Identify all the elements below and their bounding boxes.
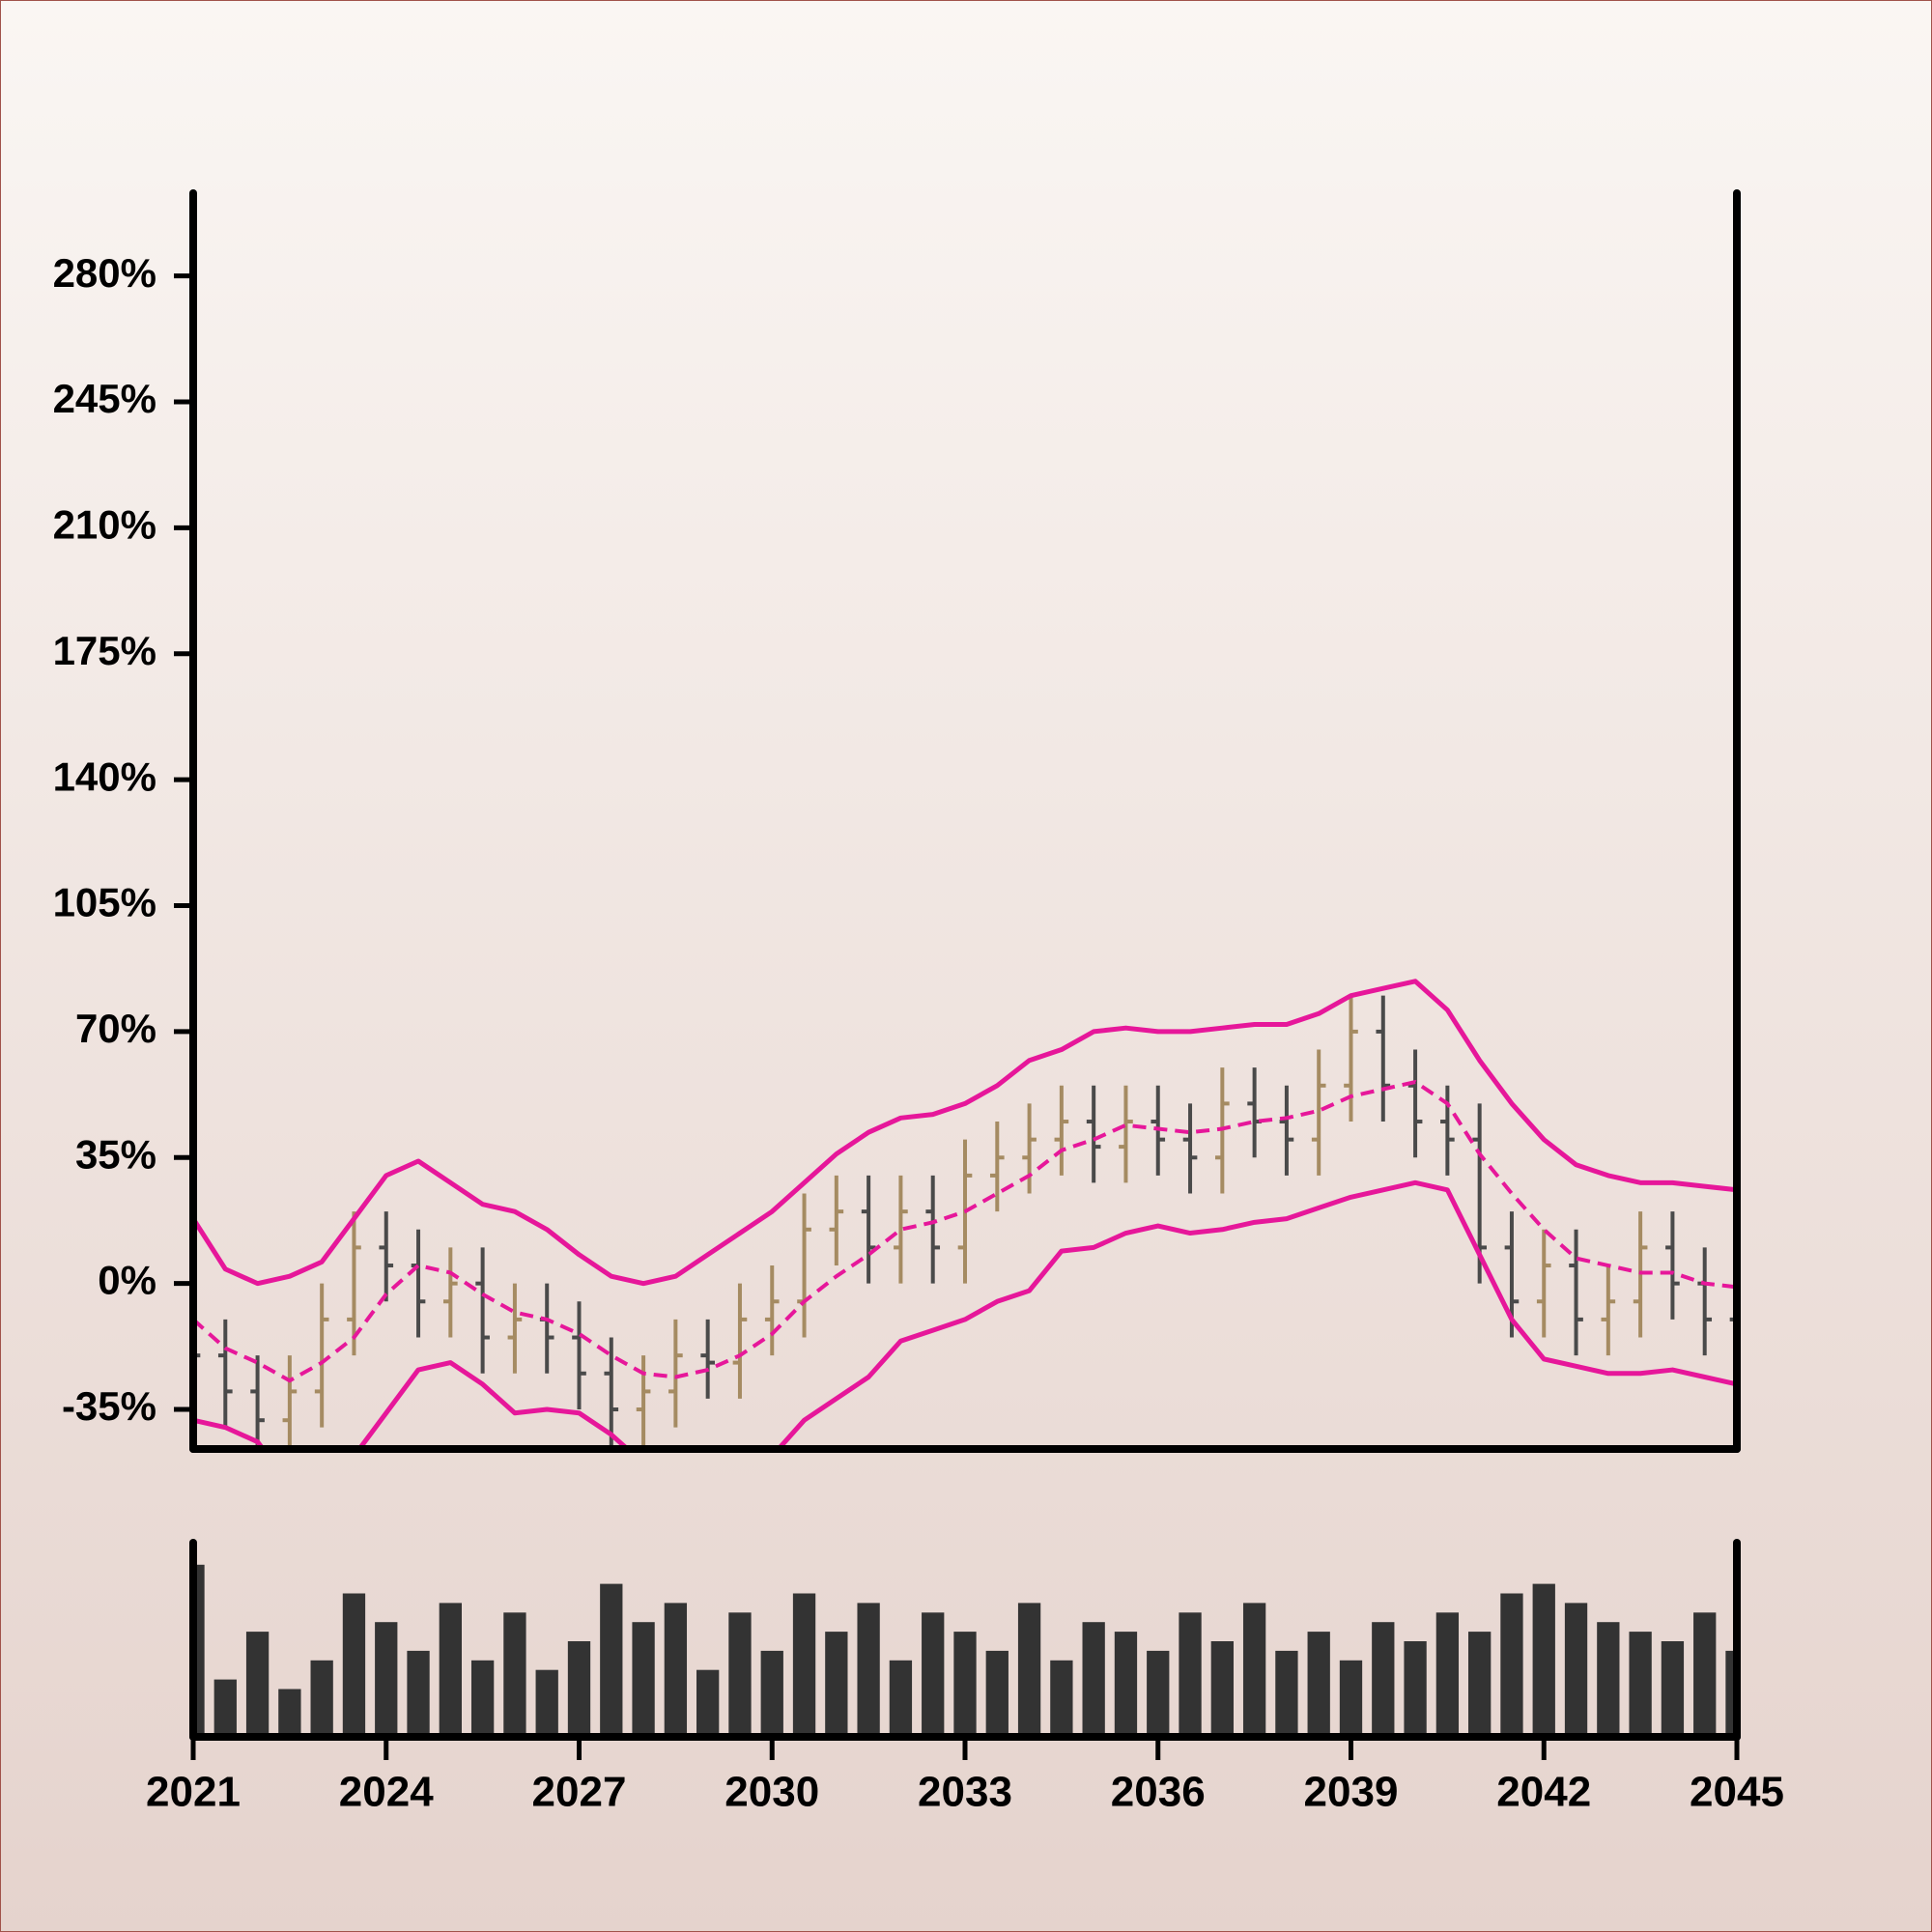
volume-bar (342, 1593, 366, 1737)
volume-bar (1532, 1583, 1555, 1737)
volume-bar (600, 1583, 623, 1737)
volume-bar (470, 1660, 495, 1737)
volume-bar (1500, 1593, 1523, 1737)
volume-bar (1372, 1622, 1395, 1737)
band-upper (193, 979, 1737, 1287)
volume-bar (278, 1689, 301, 1737)
x-tick-label: 2036 (1111, 1769, 1206, 1816)
volume-bar (1435, 1612, 1460, 1737)
y-tick-label: 0% (98, 1258, 156, 1303)
y-tick-label: 175% (53, 628, 156, 673)
volume-bar (1339, 1660, 1363, 1737)
x-tick-label: 2033 (918, 1769, 1012, 1816)
volume-bar (1693, 1612, 1717, 1737)
band-middle (193, 1080, 1737, 1383)
volume-bar (985, 1650, 1009, 1737)
plot-area (193, 979, 1737, 1449)
axes: -35% 0% 35% 70% 105% 140% 175% 210% 245% 280% 2021… (53, 189, 1784, 1816)
volume-bar (664, 1603, 688, 1737)
volume-bar (922, 1612, 945, 1737)
x-tick-label: 2039 (1304, 1769, 1399, 1816)
volume-bar (632, 1622, 655, 1737)
x-tick-label: 2030 (724, 1769, 819, 1816)
volume-bar (1564, 1603, 1588, 1737)
y-tick-label: 105% (53, 880, 156, 925)
volume-bar (1179, 1612, 1202, 1737)
volume-bar (213, 1679, 237, 1737)
x-tick-label: 2027 (532, 1769, 627, 1816)
volume-bar (1404, 1641, 1427, 1737)
band-lower (193, 1179, 1737, 1449)
volume-bar (1307, 1632, 1330, 1737)
volume-bar (1661, 1641, 1685, 1737)
x-tick-label: 2024 (339, 1769, 434, 1816)
volume-bar (792, 1593, 816, 1737)
volume-bar (1725, 1650, 1737, 1737)
x-tick-label: 2042 (1496, 1769, 1591, 1816)
y-tick-label: 70% (75, 1006, 156, 1051)
volume-panel (193, 1564, 1737, 1737)
volume-bar (1242, 1603, 1266, 1737)
volume-bar (375, 1622, 398, 1737)
volume-bar (1210, 1641, 1234, 1737)
volume-bar (825, 1632, 848, 1737)
volume-bar (1017, 1603, 1041, 1737)
volume-bar (1082, 1622, 1105, 1737)
volume-bar (193, 1564, 205, 1737)
y-tick-label: 140% (53, 753, 156, 799)
volume-bar (1597, 1622, 1620, 1737)
x-tick-label: 2021 (146, 1769, 241, 1816)
volume-bar (1629, 1632, 1652, 1737)
volume-bar (1114, 1632, 1138, 1737)
volume-bar (760, 1650, 783, 1737)
volume-bar (245, 1632, 270, 1737)
x-tick-label: 2045 (1690, 1769, 1784, 1816)
volume-bar (696, 1669, 720, 1737)
volume-bar (1050, 1660, 1073, 1737)
y-tick-label: 245% (53, 376, 156, 421)
volume-bar (407, 1650, 430, 1737)
volume-bar (1275, 1650, 1298, 1737)
volume-bar (439, 1603, 462, 1737)
volume-bar (535, 1669, 558, 1737)
y-tick-label: 35% (75, 1131, 156, 1177)
y-tick-label: 280% (53, 250, 156, 296)
volume-bar (310, 1660, 333, 1737)
volume-bar (728, 1612, 752, 1737)
volume-bar (953, 1632, 977, 1737)
y-tick-label: 210% (53, 502, 156, 548)
y-tick-label: -35% (62, 1383, 156, 1429)
volume-bar (889, 1660, 913, 1737)
volume-bar (857, 1603, 880, 1737)
volume-bar (567, 1641, 591, 1737)
volume-bar (1468, 1632, 1492, 1737)
volume-bar (1147, 1650, 1170, 1737)
volume-bar (503, 1612, 526, 1737)
